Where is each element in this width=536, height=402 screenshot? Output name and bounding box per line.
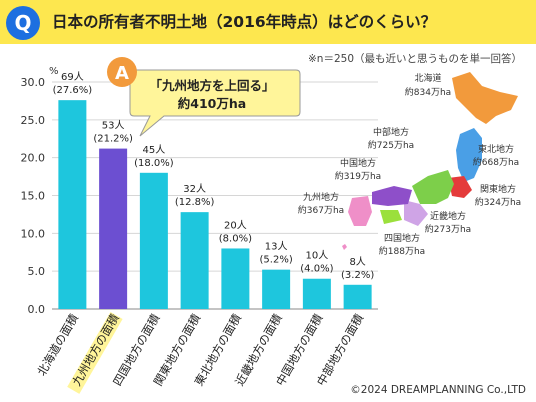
map-label-chubu-name: 中部地方 bbox=[373, 126, 409, 138]
bar-pct-label: (21.2%) bbox=[93, 134, 133, 145]
bar-pct-label: (18.0%) bbox=[134, 158, 174, 169]
map-label-kinki-area: 約273万ha bbox=[425, 223, 471, 235]
map-kyushu bbox=[348, 196, 372, 226]
bar-pct-label: (12.8%) bbox=[175, 197, 215, 208]
answer-line2: 約410万ha bbox=[178, 96, 246, 111]
bar bbox=[139, 172, 168, 309]
survey-note: ※n＝250（最も近いと思うものを単一回答） bbox=[308, 53, 522, 65]
map-label-tohoku-name: 東北地方 bbox=[478, 143, 514, 155]
bar bbox=[180, 212, 209, 309]
y-tick-label: 20.0 bbox=[21, 152, 46, 165]
japan-map bbox=[342, 72, 518, 250]
bar-count-label: 13人 bbox=[265, 241, 288, 253]
bar-pct-label: (4.0%) bbox=[300, 264, 333, 275]
map-label-kyushu-area: 約367万ha bbox=[298, 204, 344, 216]
map-label-hokkaido-area: 約834万ha bbox=[405, 86, 451, 98]
map-label-kyushu-name: 九州地方 bbox=[303, 191, 339, 203]
map-tohoku bbox=[456, 128, 482, 182]
map-chubu bbox=[412, 170, 454, 204]
map-kinki bbox=[404, 200, 428, 226]
y-tick-label: 0.0 bbox=[28, 303, 46, 316]
question-badge: Q bbox=[6, 6, 40, 40]
map-label-kanto-name: 関東地方 bbox=[480, 183, 516, 195]
bar bbox=[99, 148, 128, 309]
answer-line1: 「九州地方を上回る」 bbox=[149, 78, 274, 93]
bar-count-label: 32人 bbox=[183, 183, 206, 195]
map-label-shikoku-name: 四国地方 bbox=[384, 232, 420, 244]
y-axis-unit: % bbox=[49, 66, 59, 77]
map-okinawa bbox=[342, 244, 347, 250]
y-tick-label: 10.0 bbox=[21, 227, 46, 240]
map-label-chubu-area: 約725万ha bbox=[368, 139, 414, 151]
y-tick-label: 15.0 bbox=[21, 190, 46, 203]
map-label-shikoku-area: 約188万ha bbox=[379, 245, 425, 257]
bar-pct-label: (5.2%) bbox=[260, 255, 293, 266]
map-kanto bbox=[448, 176, 472, 198]
page-title: 日本の所有者不明土地（2016年時点）はどのくらい？ bbox=[52, 13, 437, 31]
bar bbox=[302, 278, 331, 309]
bar bbox=[343, 284, 372, 309]
map-label-tohoku-area: 約668万ha bbox=[473, 156, 519, 168]
bar-pct-label: (27.6%) bbox=[53, 85, 93, 96]
answer-callout: A 「九州地方を上回る」 約410万ha bbox=[107, 57, 301, 137]
category-label: 北海道の面積 bbox=[34, 311, 81, 378]
answer-badge bbox=[107, 57, 137, 87]
map-label-kinki-name: 近畿地方 bbox=[430, 210, 466, 222]
category-highlight bbox=[67, 312, 123, 394]
bar-count-label: 10人 bbox=[306, 250, 329, 262]
bar-count-label: 45人 bbox=[143, 144, 166, 156]
map-label-chugoku-name: 中国地方 bbox=[340, 157, 376, 169]
bar bbox=[58, 100, 87, 309]
bar-count-label: 69人 bbox=[61, 71, 84, 83]
y-tick-label: 5.0 bbox=[28, 265, 46, 278]
map-label-chugoku-area: 約319万ha bbox=[335, 170, 381, 182]
map-shikoku bbox=[380, 210, 402, 224]
bar-pct-label: (3.2%) bbox=[341, 270, 374, 281]
bar-count-label: 20人 bbox=[224, 219, 247, 231]
map-label-hokkaido-name: 北海道 bbox=[414, 72, 441, 84]
header-bar: Q 日本の所有者不明土地（2016年時点）はどのくらい？ bbox=[0, 0, 536, 44]
bar-pct-label: (8.0%) bbox=[219, 233, 252, 244]
bar-count-label: 53人 bbox=[102, 120, 125, 132]
y-tick-label: 30.0 bbox=[21, 76, 46, 89]
y-tick-label: 25.0 bbox=[21, 114, 46, 127]
bar bbox=[221, 248, 250, 309]
copyright: ©2024 DREAMPLANNING Co.,LTD bbox=[350, 384, 526, 396]
map-hokkaido bbox=[452, 72, 518, 124]
bar bbox=[262, 269, 291, 309]
map-label-kanto-area: 約324万ha bbox=[475, 196, 521, 208]
answer-badge-label: A bbox=[115, 63, 129, 84]
bar-count-label: 8人 bbox=[349, 256, 365, 268]
bar-layer bbox=[58, 100, 372, 309]
map-chugoku bbox=[372, 186, 412, 206]
